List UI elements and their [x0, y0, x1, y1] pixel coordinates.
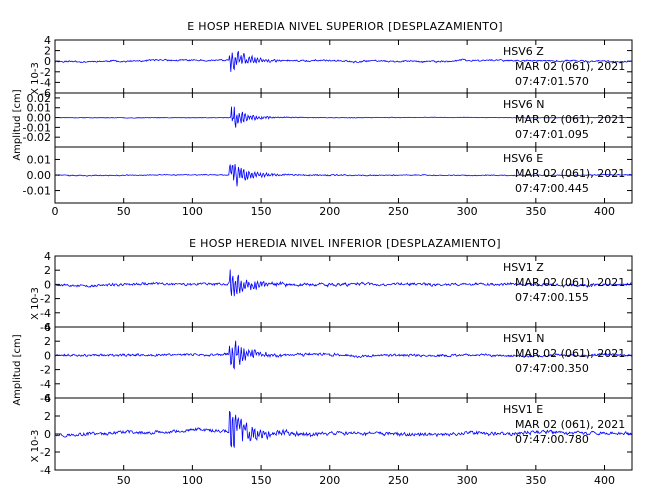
trace-hsv6-n: [55, 106, 633, 128]
trace-hsv6-e: [54, 163, 633, 187]
x-tick-label-0-2: 100: [182, 205, 203, 218]
y-tick-label-0-2-1: 0.00: [27, 169, 52, 182]
station-label-1-2: HSV1 E: [503, 403, 543, 416]
date-label-0-1: MAR 02 (061), 2021: [515, 113, 625, 126]
y-tick-label-1-1-2: 0: [44, 349, 51, 362]
time-label-1-2: 07:47:00.780: [515, 433, 589, 446]
x-tick-label-0-3: 150: [251, 205, 272, 218]
time-label-1-1: 07:47:00.350: [515, 362, 589, 375]
y-tick-label-0-0-4: -4: [40, 76, 51, 89]
scale-label-0-0: X 10-3: [30, 62, 41, 95]
date-label-0-2: MAR 02 (061), 2021: [515, 167, 625, 180]
time-label-0-2: 07:47:00.445: [515, 182, 589, 195]
station-label-0-2: HSV6 E: [503, 152, 543, 165]
y-tick-label-0-1-0: 0.02: [27, 92, 52, 105]
y-tick-label-0-0-2: 0: [44, 55, 51, 68]
x-tick-label-1-5: 300: [457, 474, 478, 487]
y-tick-label-1-0-3: -2: [40, 293, 51, 306]
scale-label-1-0: X 10-3: [30, 287, 41, 320]
y-tick-label-1-2-3: -2: [40, 446, 51, 459]
x-tick-label-0-1: 50: [117, 205, 131, 218]
y-tick-label-0-2-0: 0.01: [27, 153, 52, 166]
date-label-0-0: MAR 02 (061), 2021: [515, 60, 625, 73]
y-tick-label-1-0-4: -4: [40, 307, 51, 320]
y-tick-label-0-1-4: -0.02: [23, 131, 51, 144]
y-tick-label-1-2-1: 2: [44, 410, 51, 423]
x-tick-label-1-2: 150: [251, 474, 272, 487]
y-tick-label-0-1-3: -0.01: [23, 121, 51, 134]
date-label-1-0: MAR 02 (061), 2021: [515, 276, 625, 289]
date-label-1-1: MAR 02 (061), 2021: [515, 347, 625, 360]
top-panel-ylabel: Amplitud [cm]: [12, 89, 23, 160]
y-tick-label-0-0-5: -6: [40, 87, 51, 100]
y-tick-label-0-0-3: -2: [40, 66, 51, 79]
x-tick-label-0-5: 250: [388, 205, 409, 218]
top-panel-title: E HOSP HEREDIA NIVEL SUPERIOR [DESPLAZAM…: [187, 20, 503, 33]
y-tick-label-0-1-2: 0.00: [27, 112, 52, 125]
y-tick-label-0-2-2: -0.01: [23, 185, 51, 198]
y-tick-label-1-0-2: 0: [44, 278, 51, 291]
y-tick-label-1-1-1: 2: [44, 335, 51, 348]
y-tick-label-1-1-3: -2: [40, 364, 51, 377]
y-tick-label-1-0-1: 2: [44, 264, 51, 277]
time-label-0-1: 07:47:01.095: [515, 128, 589, 141]
x-tick-label-1-6: 350: [525, 474, 546, 487]
x-tick-label-0-8: 400: [594, 205, 615, 218]
y-tick-label-1-2-2: 0: [44, 428, 51, 441]
station-label-0-0: HSV6 Z: [503, 45, 544, 58]
y-tick-label-1-1-5: -6: [40, 392, 51, 405]
time-label-0-0: 07:47:01.570: [515, 75, 589, 88]
trace-hsv1-z: [54, 269, 633, 297]
y-tick-label-1-0-0: 4: [44, 250, 51, 263]
x-tick-label-0-7: 350: [525, 205, 546, 218]
station-label-0-1: HSV6 N: [503, 98, 545, 111]
x-tick-label-1-4: 250: [388, 474, 409, 487]
station-label-1-1: HSV1 N: [503, 332, 545, 345]
time-label-1-0: 07:47:00.155: [515, 291, 589, 304]
y-tick-label-0-1-1: 0.01: [27, 102, 52, 115]
x-tick-label-0-6: 300: [457, 205, 478, 218]
x-tick-label-1-1: 100: [182, 474, 203, 487]
station-label-1-0: HSV1 Z: [503, 261, 544, 274]
bottom-panel-ylabel: Amplitud [cm]: [12, 334, 23, 405]
trace-hsv6-z: [54, 50, 632, 72]
x-tick-label-1-0: 50: [117, 474, 131, 487]
x-tick-label-0-0: 0: [52, 205, 59, 218]
scale-label-1-2: X 10-3: [30, 430, 41, 463]
y-tick-label-1-2-0: 4: [44, 392, 51, 405]
y-tick-label-1-1-0: 4: [44, 321, 51, 334]
y-tick-label-1-2-4: -4: [40, 464, 51, 477]
y-tick-label-0-0-0: 4: [44, 34, 51, 47]
x-tick-label-1-3: 200: [319, 474, 340, 487]
trace-hsv1-n: [54, 340, 633, 370]
y-tick-label-1-1-4: -4: [40, 378, 51, 391]
y-tick-label-1-0-5: -6: [40, 321, 51, 334]
bottom-panel-title: E HOSP HEREDIA NIVEL INFERIOR [DESPLAZAM…: [189, 237, 501, 250]
date-label-1-2: MAR 02 (061), 2021: [515, 418, 625, 431]
x-tick-label-1-7: 400: [594, 474, 615, 487]
y-tick-label-0-0-1: 2: [44, 45, 51, 58]
x-tick-label-0-4: 200: [319, 205, 340, 218]
trace-hsv1-e: [55, 410, 633, 448]
